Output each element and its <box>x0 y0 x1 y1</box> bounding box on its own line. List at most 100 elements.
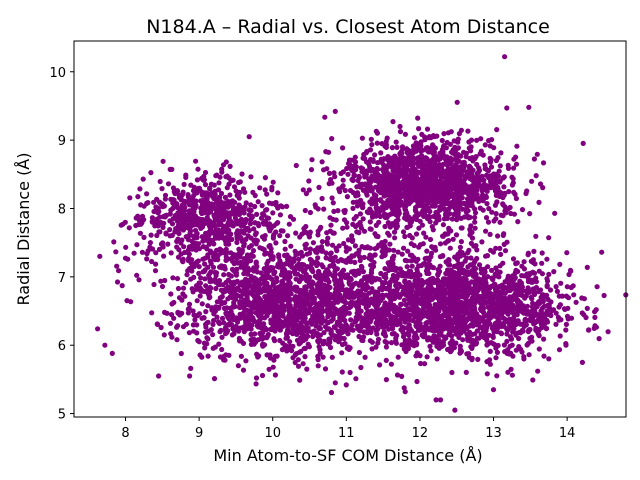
data-point <box>467 202 473 208</box>
data-point <box>154 232 160 239</box>
data-point <box>592 323 598 329</box>
data-point <box>584 264 590 270</box>
data-point <box>483 215 490 221</box>
data-point <box>436 192 442 198</box>
data-point <box>309 329 315 335</box>
data-point <box>452 182 458 188</box>
data-point <box>189 238 195 244</box>
data-point <box>380 207 386 213</box>
data-point <box>516 335 522 342</box>
data-point <box>208 285 214 291</box>
data-point <box>462 173 468 179</box>
data-point <box>424 248 430 254</box>
data-point <box>452 254 458 260</box>
data-point <box>240 186 247 192</box>
data-point <box>371 192 377 198</box>
data-point <box>469 357 475 363</box>
data-point <box>388 340 395 346</box>
data-point <box>523 190 529 197</box>
data-point <box>220 162 227 168</box>
data-point <box>513 195 520 202</box>
data-point <box>448 159 454 166</box>
data-point <box>605 329 611 335</box>
data-point <box>270 210 276 216</box>
data-point <box>383 377 389 383</box>
data-point <box>418 360 424 367</box>
data-point <box>186 247 192 253</box>
data-point <box>219 346 225 353</box>
data-point <box>193 313 199 319</box>
data-point <box>446 169 452 175</box>
data-point <box>340 145 346 151</box>
data-point <box>393 313 399 320</box>
data-point <box>505 165 512 171</box>
data-point <box>369 188 375 194</box>
data-point <box>419 153 425 159</box>
data-point <box>400 229 407 235</box>
data-point <box>210 332 216 338</box>
data-point <box>419 171 425 178</box>
data-point <box>175 210 181 216</box>
data-point <box>122 219 128 225</box>
data-point <box>186 213 192 220</box>
data-point <box>548 312 554 319</box>
data-point <box>369 339 375 345</box>
data-point <box>292 294 299 300</box>
data-point <box>208 261 214 267</box>
data-point <box>335 208 341 214</box>
data-point <box>317 350 323 356</box>
data-point <box>427 236 434 243</box>
data-point <box>213 285 219 292</box>
data-point <box>275 286 281 292</box>
data-point <box>170 205 176 212</box>
data-point <box>212 344 218 350</box>
data-point <box>231 300 237 306</box>
data-point <box>337 328 343 334</box>
data-point <box>127 195 133 201</box>
data-point <box>474 181 480 187</box>
data-point <box>421 175 427 182</box>
data-point <box>437 241 444 247</box>
data-point <box>201 340 207 346</box>
data-point <box>283 261 289 267</box>
data-point <box>444 193 450 200</box>
data-point <box>224 211 230 218</box>
data-point <box>200 238 206 244</box>
data-point <box>467 195 473 201</box>
data-point <box>239 171 245 177</box>
data-point <box>563 321 570 327</box>
data-point <box>484 333 490 339</box>
data-point <box>529 338 535 344</box>
data-point <box>286 221 292 227</box>
data-point <box>383 344 389 350</box>
data-point <box>216 217 222 223</box>
data-point <box>534 151 540 157</box>
data-point <box>320 354 326 360</box>
data-point <box>403 282 409 288</box>
data-point <box>557 261 563 267</box>
data-point <box>395 249 401 255</box>
data-point <box>144 251 150 257</box>
data-point <box>413 204 419 211</box>
data-point <box>403 168 409 174</box>
data-point <box>446 257 452 263</box>
data-point <box>567 267 574 273</box>
data-point <box>255 291 261 297</box>
data-point <box>165 241 171 247</box>
data-point <box>248 174 254 180</box>
data-point <box>238 353 244 359</box>
data-point <box>428 254 434 260</box>
data-point <box>253 310 259 316</box>
data-point <box>235 218 241 224</box>
data-point <box>243 358 249 364</box>
data-point <box>427 214 433 220</box>
data-point <box>329 354 335 360</box>
data-point <box>394 332 400 339</box>
data-point <box>248 202 254 208</box>
data-point <box>294 337 301 343</box>
data-point <box>449 199 455 205</box>
data-point <box>431 188 437 195</box>
data-point <box>601 292 607 299</box>
data-point <box>140 176 146 182</box>
data-point <box>475 356 481 362</box>
